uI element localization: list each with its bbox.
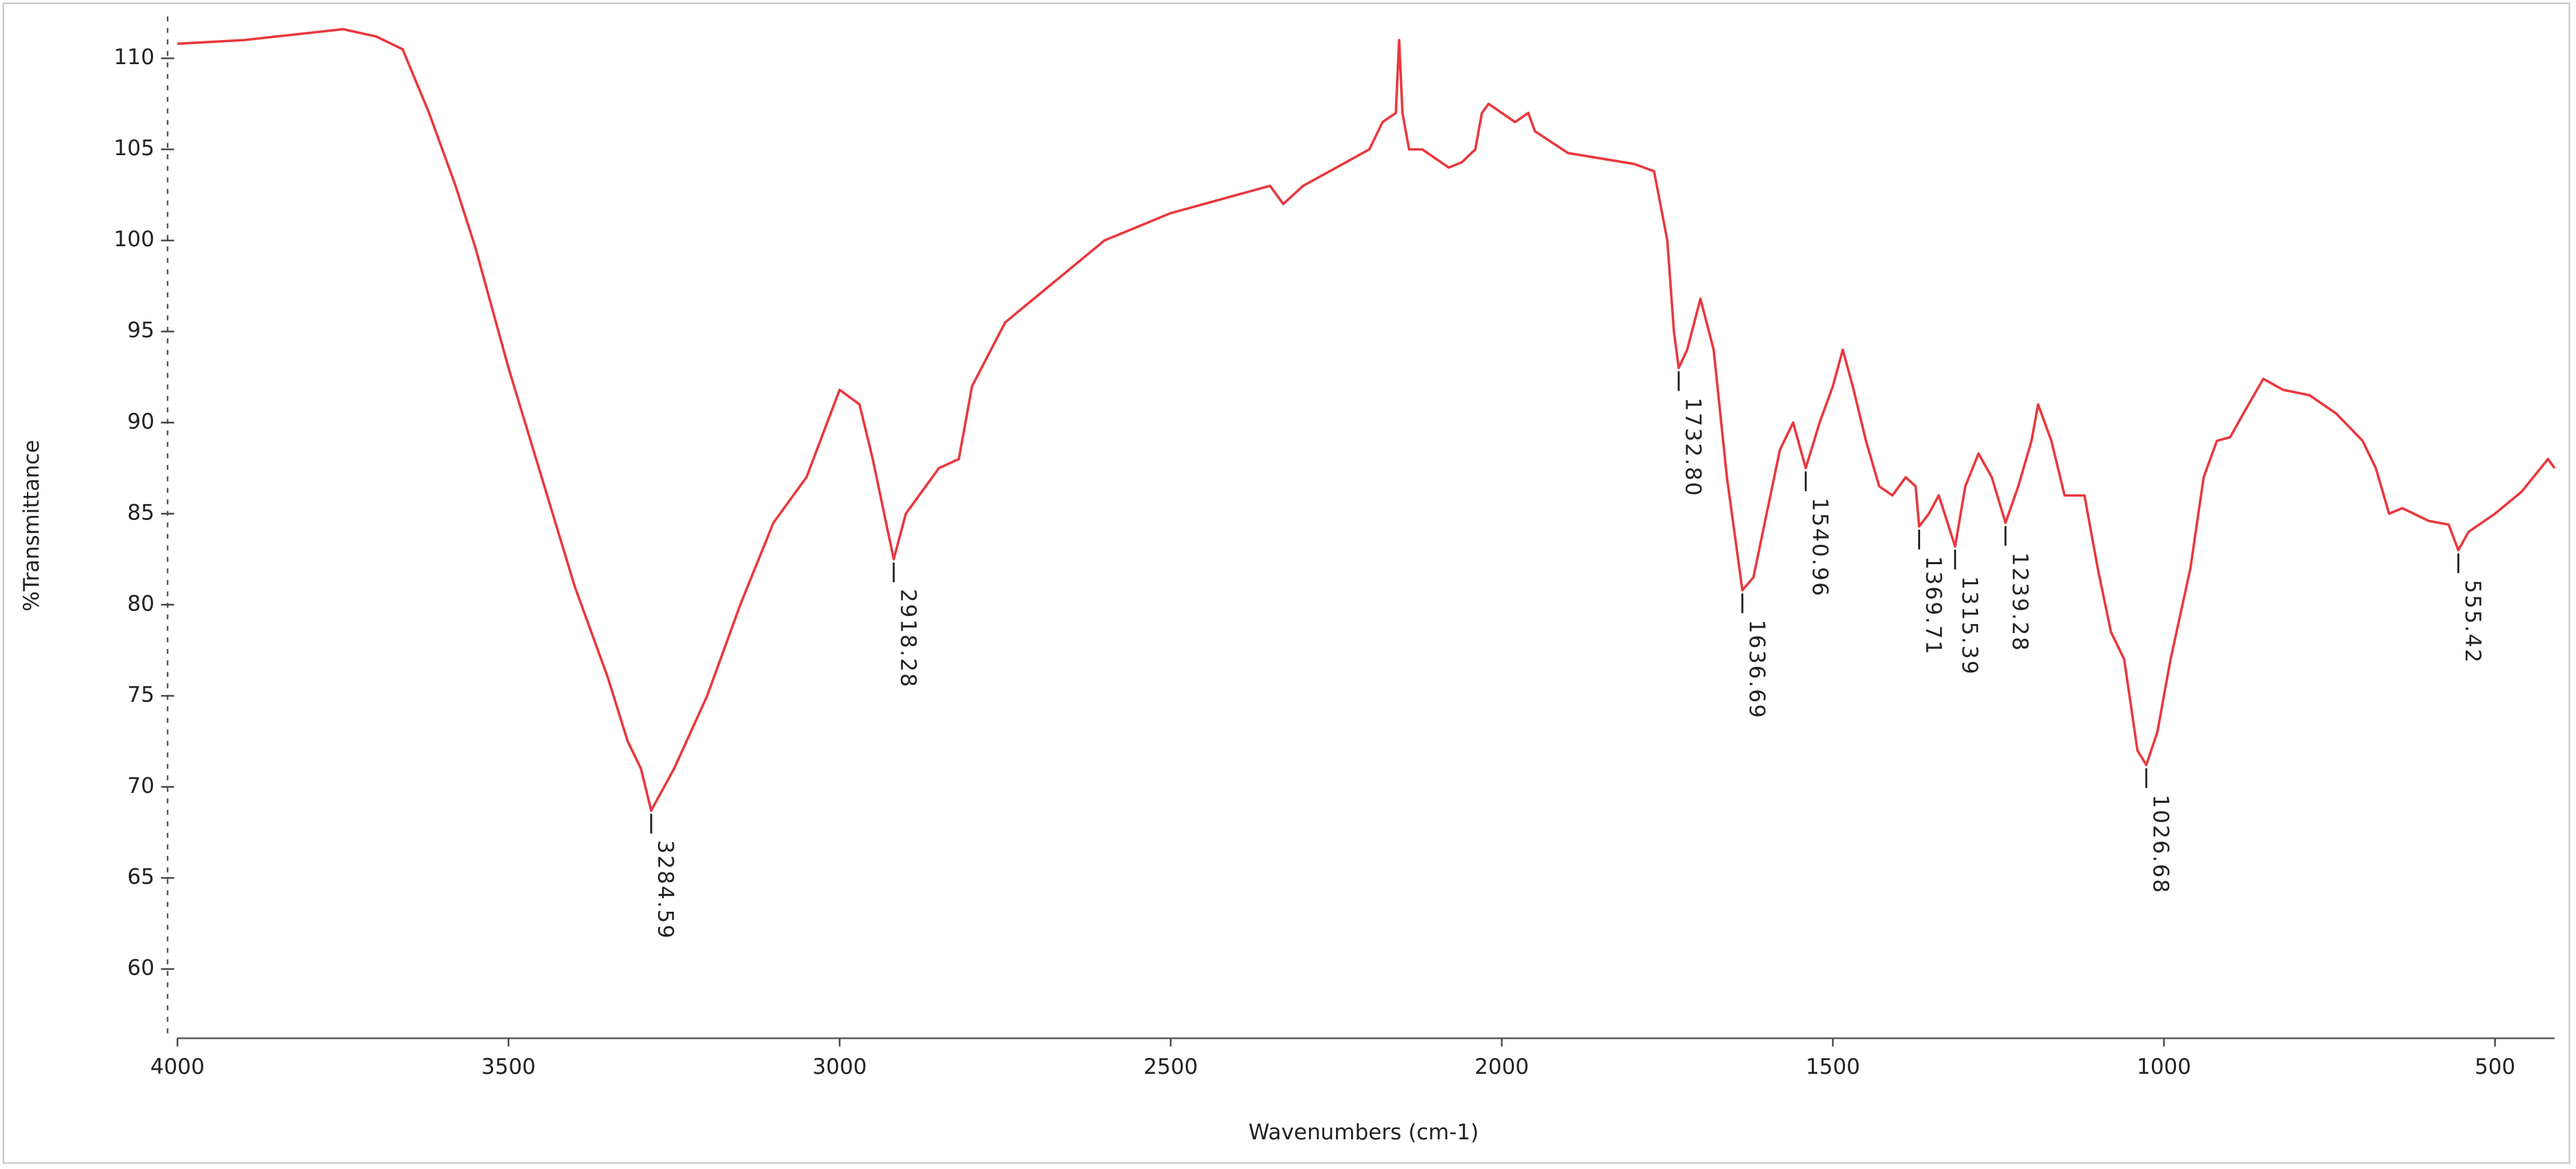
x-tick-label: 1000 [2137,1055,2191,1079]
x-tick-label: 1500 [1806,1055,1860,1079]
y-tick-label: 70 [128,773,154,798]
y-tick-label: 90 [128,409,154,434]
y-tick-label: 75 [128,682,154,707]
x-tick-label: 4000 [150,1055,205,1079]
y-tick-label: 110 [114,45,154,70]
peak-label: 555.42 [2460,579,2485,664]
y-tick-label: 60 [128,956,154,981]
x-axis-label: Wavenumbers (cm-1) [1248,1120,1479,1145]
y-tick-label: 85 [128,500,154,525]
peak-label: 1315.39 [1957,576,1981,676]
peak-label: 1026.68 [2148,795,2173,895]
x-tick-label: 500 [2475,1055,2515,1079]
y-tick-label: 95 [128,318,154,343]
peak-label: 1239.28 [2007,552,2032,652]
y-tick-label: 80 [128,591,154,616]
x-tick-label: 3500 [481,1055,536,1079]
peak-label: 2918.28 [895,589,920,689]
y-tick-label: 105 [114,136,154,161]
y-tick-label: 65 [128,864,154,889]
peak-label: 1732.80 [1681,397,1706,497]
peak-label: 3284.59 [653,840,678,940]
x-tick-label: 2000 [1475,1055,1529,1079]
y-tick-label: 100 [114,227,154,252]
x-tick-label: 2500 [1144,1055,1198,1079]
peak-label: 1636.69 [1744,620,1769,720]
y-axis-label: %Transmittance [19,440,44,612]
peak-label: 1540.96 [1808,498,1833,598]
spectrum-line [177,28,2556,812]
peak-label: 1369.71 [1921,556,1946,656]
x-tick-label: 3000 [812,1055,867,1079]
